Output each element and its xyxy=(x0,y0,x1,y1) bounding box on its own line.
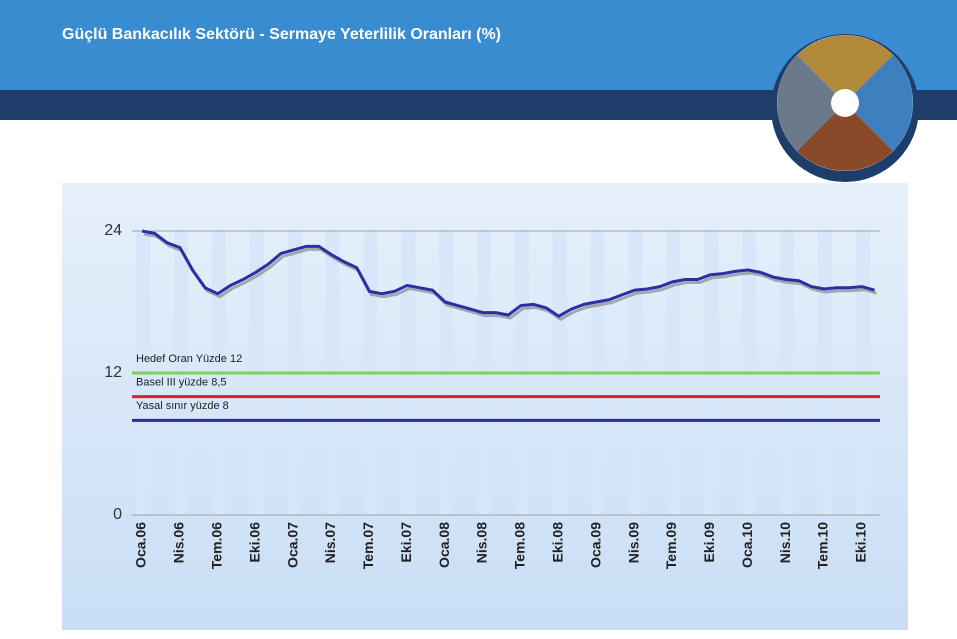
x-tick-label: Oca.06 xyxy=(133,522,149,568)
y-tick-label: 12 xyxy=(104,364,122,381)
x-tick-label: Nis.08 xyxy=(474,522,490,563)
logo xyxy=(771,34,919,182)
x-tick-label: Eki.08 xyxy=(549,522,565,563)
x-tick-label: Tem.06 xyxy=(208,522,224,569)
x-tick-label: Nis.06 xyxy=(171,522,187,563)
x-tick-label: Nis.07 xyxy=(322,522,338,563)
x-tick-label: Eki.07 xyxy=(398,522,414,563)
x-tick-label: Nis.10 xyxy=(777,522,793,563)
x-tick-label: Eki.06 xyxy=(246,522,262,563)
x-tick-label: Oca.09 xyxy=(587,522,603,568)
slide: Güçlü Bankacılık Sektörü - Sermaye Yeter… xyxy=(0,0,957,634)
x-tick-label: Tem.09 xyxy=(663,522,679,569)
x-tick-label: Nis.09 xyxy=(625,522,641,563)
x-tick-label: Tem.07 xyxy=(360,522,376,569)
x-tick-label: Eki.09 xyxy=(701,522,717,563)
x-tick-label: Oca.07 xyxy=(284,522,300,568)
y-tick-label: 24 xyxy=(104,222,122,239)
x-tick-label: Oca.08 xyxy=(436,522,452,568)
x-tick-label: Tem.08 xyxy=(512,522,528,569)
x-tick-label: Eki.10 xyxy=(853,522,869,563)
slide-title: Güçlü Bankacılık Sektörü - Sermaye Yeter… xyxy=(62,26,501,43)
y-tick-label: 0 xyxy=(113,506,122,523)
x-tick-label: Oca.10 xyxy=(739,522,755,568)
reference-label: Hedef Oran Yüzde 12 xyxy=(136,353,242,365)
x-tick-label: Tem.10 xyxy=(815,522,831,569)
reference-label: Yasal sınır yüzde 8 xyxy=(136,400,229,412)
reference-label: Basel III yüzde 8,5 xyxy=(136,377,227,389)
